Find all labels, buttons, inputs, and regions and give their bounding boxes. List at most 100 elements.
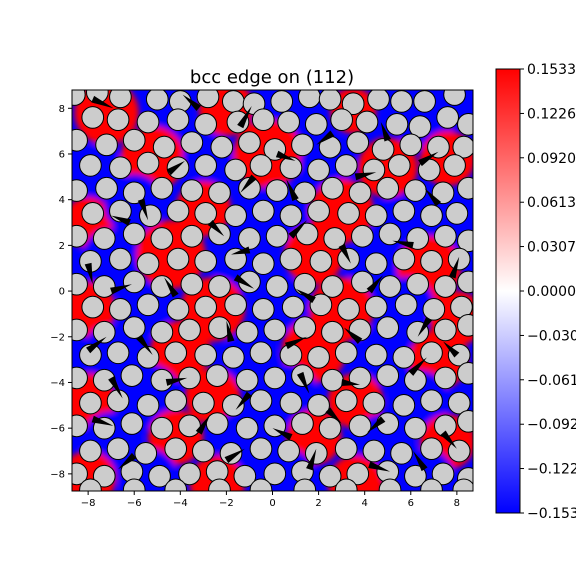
- displacement-arrow: [448, 256, 460, 279]
- atom-marker: [109, 247, 132, 271]
- atom-marker: [279, 204, 303, 228]
- atom-marker: [334, 154, 358, 177]
- atom-marker: [265, 179, 289, 202]
- atom-marker: [208, 275, 231, 298]
- atom-marker: [457, 409, 473, 433]
- atom-marker: [279, 343, 303, 367]
- atom-marker: [120, 412, 144, 435]
- atom-marker: [334, 389, 358, 413]
- arrow-layer: [84, 94, 460, 472]
- atom-marker: [390, 441, 413, 465]
- displacement-arrow: [137, 198, 149, 221]
- atom-marker: [404, 464, 427, 488]
- atom-marker: [362, 391, 386, 415]
- x-tick-label: 2: [315, 498, 321, 509]
- atom-marker: [150, 227, 174, 250]
- atom-marker: [79, 391, 102, 415]
- displacement-arrow: [286, 179, 299, 202]
- atom-marker: [150, 320, 174, 344]
- atom-marker: [318, 464, 342, 488]
- atom-marker: [263, 318, 287, 342]
- chart-title: bcc edge on (112): [190, 67, 354, 88]
- atom-marker: [392, 199, 416, 223]
- displacement-arrow: [235, 391, 253, 410]
- displacement-arrow: [118, 452, 137, 470]
- atom-marker: [413, 90, 436, 113]
- x-tick-label: −4: [173, 498, 188, 509]
- y-tick-label: −4: [50, 378, 65, 389]
- atom-marker: [92, 320, 116, 344]
- atom-marker: [79, 478, 102, 491]
- atom-marker: [277, 439, 300, 463]
- atom-marker: [341, 92, 365, 116]
- atom-marker: [249, 341, 273, 365]
- atom-marker: [367, 90, 390, 111]
- y-tick-label: 8: [59, 104, 65, 115]
- atom-marker: [233, 464, 257, 488]
- atom-marker: [194, 202, 217, 225]
- atom-marker: [210, 135, 234, 159]
- atom-marker: [166, 298, 190, 321]
- atom-marker: [164, 341, 188, 365]
- atom-marker: [122, 478, 146, 491]
- atom-marker: [120, 364, 144, 387]
- atom-marker: [263, 462, 287, 486]
- atom-marker: [307, 199, 330, 223]
- atom-marker: [404, 179, 427, 202]
- atom-marker: [457, 229, 473, 253]
- atom-marker: [164, 478, 188, 491]
- atom-marker: [265, 224, 289, 248]
- atom-marker: [249, 154, 273, 177]
- atom-marker: [122, 270, 146, 294]
- atom-marker: [277, 110, 300, 134]
- atom-marker: [447, 247, 471, 271]
- atom-marker: [92, 464, 116, 488]
- atom-marker: [205, 364, 229, 387]
- atom-marker: [321, 275, 344, 298]
- atom-marker: [79, 439, 102, 463]
- atom-marker: [221, 393, 245, 417]
- x-tick-label: 6: [408, 498, 414, 509]
- atom-marker: [81, 106, 105, 129]
- displacement-arrow: [354, 172, 377, 181]
- atom-marker: [307, 393, 330, 417]
- displacement-arrow: [366, 416, 386, 433]
- atom-marker: [194, 112, 217, 136]
- atom-marker: [351, 224, 374, 248]
- atom-marker: [72, 272, 88, 296]
- atom-marker: [221, 346, 245, 369]
- atom-marker: [431, 181, 455, 205]
- atom-marker: [330, 108, 353, 132]
- displacement-arrow: [417, 316, 433, 337]
- atom-marker: [166, 199, 190, 223]
- displacement-arrow: [108, 376, 123, 399]
- atom-marker: [321, 320, 344, 344]
- atom-marker: [392, 346, 416, 369]
- atom-marker: [208, 181, 231, 205]
- atom-marker: [134, 441, 158, 465]
- displacement-arrow: [91, 415, 114, 426]
- displacement-arrow: [418, 151, 439, 167]
- atom-marker: [95, 176, 118, 200]
- atom-marker: [166, 247, 190, 271]
- atom-marker: [194, 295, 217, 319]
- atom-marker: [122, 181, 146, 205]
- x-tick-label: −8: [81, 498, 96, 509]
- atom-marker: [221, 90, 245, 113]
- atom-marker: [251, 252, 275, 275]
- atom-marker: [109, 156, 132, 180]
- atom-marker: [447, 391, 471, 415]
- y-tick-label: 4: [59, 195, 65, 206]
- atom-marker: [348, 366, 372, 390]
- displacement-arrow: [86, 336, 107, 354]
- atom-marker: [351, 270, 374, 294]
- atom-marker: [337, 202, 360, 225]
- atom-marker: [106, 389, 130, 413]
- atom-marker: [321, 176, 344, 200]
- atom-marker: [238, 176, 261, 200]
- x-axis: −8 −6 −4 −2 0 2 4 6 8: [81, 491, 460, 509]
- atom-marker: [72, 414, 88, 438]
- x-tick-label: 0: [269, 498, 275, 509]
- displacement-arrow: [233, 274, 255, 289]
- atom-marker: [318, 90, 342, 111]
